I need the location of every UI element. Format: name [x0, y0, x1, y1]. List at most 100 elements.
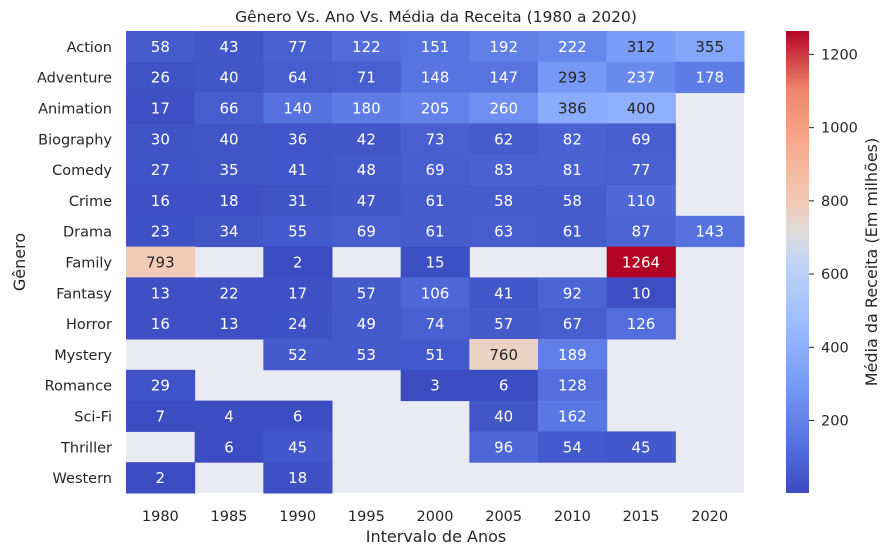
cell-value-label: 13	[151, 284, 170, 302]
heatmap-cell	[263, 308, 333, 340]
cell-value-label: 293	[558, 69, 587, 87]
cell-value-label: 355	[695, 38, 724, 56]
cell-value-label: 140	[283, 100, 312, 118]
heatmap-cell	[263, 61, 333, 94]
cell-value-label: 40	[219, 130, 238, 148]
heatmap-cell	[194, 308, 264, 340]
cell-value-label: 77	[631, 161, 650, 179]
cell-value-label: 45	[631, 438, 650, 456]
cell-value-label: 47	[357, 192, 376, 210]
heatmap-cell	[126, 92, 196, 124]
cell-value-label: 26	[151, 69, 170, 87]
y-tick-label: Biography	[38, 132, 112, 148]
x-tick-labels: 1980 1985 1990 1995 2000 2005 2010 2015 2020	[142, 509, 728, 525]
y-tick-label: Drama	[63, 225, 112, 241]
heatmap-cell	[606, 61, 676, 94]
heatmap-cell	[400, 277, 470, 309]
cell-value-label: 151	[421, 38, 450, 56]
cell-value-label: 55	[288, 223, 307, 241]
y-tick-labels: Action Adventure Animation Biography Comedy C…	[37, 40, 112, 487]
cell-value-label: 66	[219, 100, 238, 118]
cell-value-label: 57	[357, 284, 376, 302]
cell-value-label: 260	[489, 100, 518, 118]
cell-value-label: 400	[627, 100, 656, 118]
cell-value-label: 40	[219, 69, 238, 87]
heatmap-cell	[400, 123, 470, 155]
heatmap-cell	[194, 185, 264, 217]
heatmap-cell	[126, 277, 196, 309]
heatmap-cell	[538, 61, 608, 94]
cell-value-label: 143	[695, 223, 724, 241]
heatmap-cell	[538, 31, 608, 63]
heatmap-cell	[538, 154, 608, 186]
cell-value-label: 48	[357, 161, 376, 179]
heatmap-cell	[263, 246, 333, 278]
cell-value-label: 81	[563, 161, 582, 179]
cell-value-label: 41	[494, 284, 513, 302]
heatmap-cell	[126, 400, 196, 432]
cell-value-label: 128	[558, 377, 587, 395]
cell-value-label: 35	[219, 161, 238, 179]
heatmap-cell	[469, 154, 539, 186]
heatmap-cell	[400, 154, 470, 186]
x-tick-label: 2015	[623, 509, 660, 525]
x-tick-label: 2005	[485, 509, 522, 525]
cell-value-label: 87	[631, 223, 650, 241]
heatmap-cell	[675, 31, 745, 63]
cell-value-label: 71	[357, 69, 376, 87]
cell-value-label: 110	[627, 192, 656, 210]
cell-value-label: 31	[288, 192, 307, 210]
heatmap-cell	[126, 462, 196, 494]
heatmap-cell	[126, 215, 196, 248]
y-tick-label: Fantasy	[56, 286, 112, 302]
cell-value-label: 42	[357, 130, 376, 148]
cell-value-label: 16	[151, 315, 170, 333]
cell-value-label: 17	[288, 284, 307, 302]
y-tick-label: Western	[53, 471, 112, 487]
cell-value-label: 760	[489, 346, 518, 364]
colorbar-tick-label: 400	[821, 340, 849, 356]
cell-value-label: 53	[357, 346, 376, 364]
heatmap-cell	[194, 215, 264, 248]
cell-value-label: 96	[494, 438, 513, 456]
y-tick-label: Sci-Fi	[74, 410, 112, 426]
heatmap-cell	[194, 123, 264, 155]
cell-value-label: 180	[352, 100, 381, 118]
cell-value-label: 386	[558, 100, 587, 118]
cell-value-label: 34	[219, 223, 238, 241]
cell-value-label: 22	[219, 284, 238, 302]
cell-value-label: 192	[489, 38, 518, 56]
cell-value-label: 62	[494, 130, 513, 148]
heatmap-cell	[332, 154, 402, 186]
x-tick-label: 1995	[348, 509, 385, 525]
heatmap-cell	[606, 246, 676, 278]
heatmap-cell	[126, 123, 196, 155]
heatmap-cell	[538, 400, 608, 432]
cell-value-label: 64	[288, 69, 307, 87]
cell-value-label: 6	[224, 438, 234, 456]
cell-value-label: 83	[494, 161, 513, 179]
heatmap-cell	[538, 92, 608, 124]
heatmap-cell	[263, 123, 333, 155]
cell-value-label: 69	[357, 223, 376, 241]
heatmap-cell	[332, 92, 402, 124]
heatmap-cell	[332, 31, 402, 63]
y-tick-label: Adventure	[37, 71, 112, 87]
x-tick-label: 1980	[142, 509, 179, 525]
cell-value-label: 3	[430, 377, 440, 395]
heatmap-cell	[538, 308, 608, 340]
cell-value-label: 126	[627, 315, 656, 333]
x-tick-label: 2010	[554, 509, 591, 525]
cell-value-label: 36	[288, 130, 307, 148]
cell-value-label: 69	[631, 130, 650, 148]
cell-value-label: 10	[631, 284, 650, 302]
heatmap-cell	[400, 339, 470, 371]
y-tick-label: Romance	[45, 379, 112, 395]
heatmap-cell	[400, 246, 470, 278]
heatmap-cell	[400, 308, 470, 340]
cell-value-label: 4	[224, 408, 234, 426]
heatmap-cell	[469, 92, 539, 124]
cell-value-label: 18	[288, 469, 307, 487]
cell-value-label: 61	[425, 192, 444, 210]
